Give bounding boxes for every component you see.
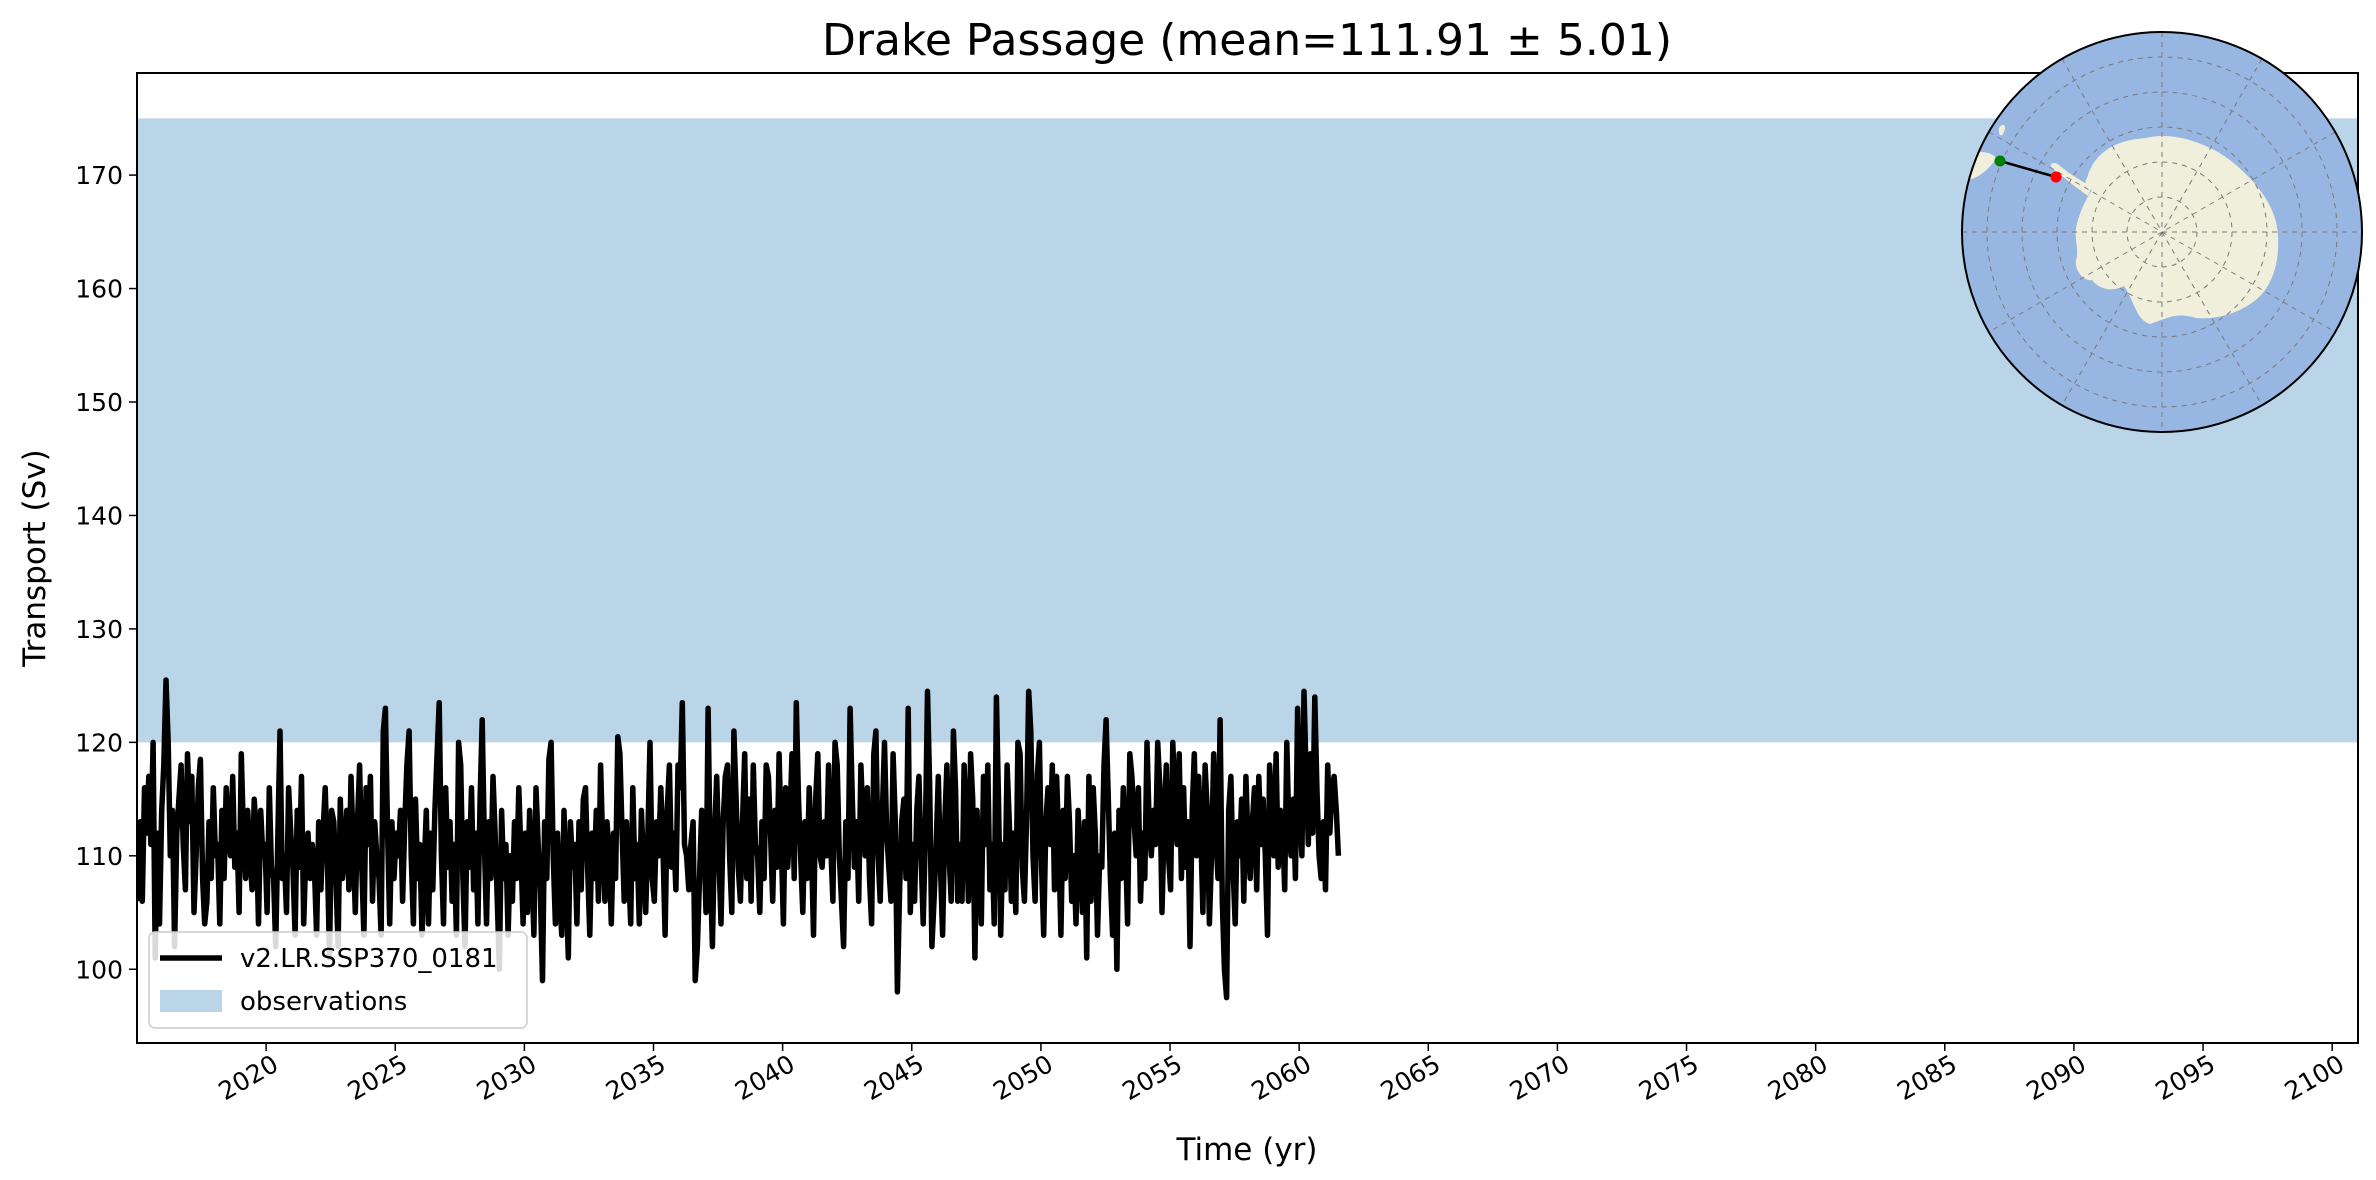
x-tick-label: 2080 [1763, 1049, 1833, 1106]
x-tick-label: 2045 [859, 1049, 929, 1106]
x-tick-label: 2060 [1247, 1049, 1317, 1106]
inset-graticule [1962, 32, 2362, 432]
chart-title: Drake Passage (mean=111.91 ± 5.01) [822, 15, 1672, 66]
legend-frame [148, 931, 528, 1029]
x-tick-label: 2025 [343, 1049, 413, 1106]
y-axis: 100 110 120 130 140 150 160 170 [75, 161, 137, 984]
y-tick-label: 160 [75, 275, 123, 304]
x-tick-label: 2040 [730, 1049, 800, 1106]
legend-series-label: v2.LR.SSP370_0181 [240, 944, 498, 974]
y-tick-label: 150 [75, 388, 123, 417]
x-tick-label: 2070 [1505, 1049, 1575, 1106]
y-tick-label: 120 [75, 728, 123, 757]
y-axis-label: Transport (Sv) [17, 449, 53, 668]
inset-section-start-marker [1994, 155, 2006, 167]
legend-observations-swatch [160, 990, 222, 1012]
legend: v2.LR.SSP370_0181 observations [148, 931, 528, 1029]
x-tick-label: 2090 [2021, 1049, 2091, 1106]
x-tick-label: 2095 [2150, 1049, 2220, 1106]
inset-landmass-top [1998, 124, 2006, 136]
inset-section-line [1999, 159, 2057, 179]
x-tick-label: 2020 [214, 1049, 284, 1106]
inset-map [1961, 31, 2363, 433]
y-tick-label: 140 [75, 501, 123, 530]
legend-observations-label: observations [240, 987, 407, 1017]
x-axis: 2020 2025 2030 2035 2040 2045 2050 2055 2060 2065… [214, 1043, 2350, 1106]
y-tick-label: 130 [75, 615, 123, 644]
y-tick-label: 170 [75, 161, 123, 190]
inset-section-end-marker [2050, 171, 2062, 183]
inset-map-border [1961, 31, 2363, 433]
x-tick-label: 2075 [1634, 1049, 1704, 1106]
x-tick-label: 2085 [1892, 1049, 1962, 1106]
x-tick-label: 2035 [601, 1049, 671, 1106]
x-tick-label: 2030 [472, 1049, 542, 1106]
x-tick-label: 2055 [1117, 1049, 1187, 1106]
x-tick-label: 2100 [2280, 1049, 2350, 1106]
y-tick-label: 100 [75, 955, 123, 984]
inset-antarctica-land [2075, 135, 2279, 324]
x-tick-label: 2050 [988, 1049, 1058, 1106]
x-tick-label: 2065 [1376, 1049, 1446, 1106]
inset-meridian-line [1988, 131, 2336, 333]
y-tick-label: 110 [75, 842, 123, 871]
x-axis-label: Time (yr) [1176, 1132, 1318, 1168]
plot-frame [136, 72, 2359, 1044]
